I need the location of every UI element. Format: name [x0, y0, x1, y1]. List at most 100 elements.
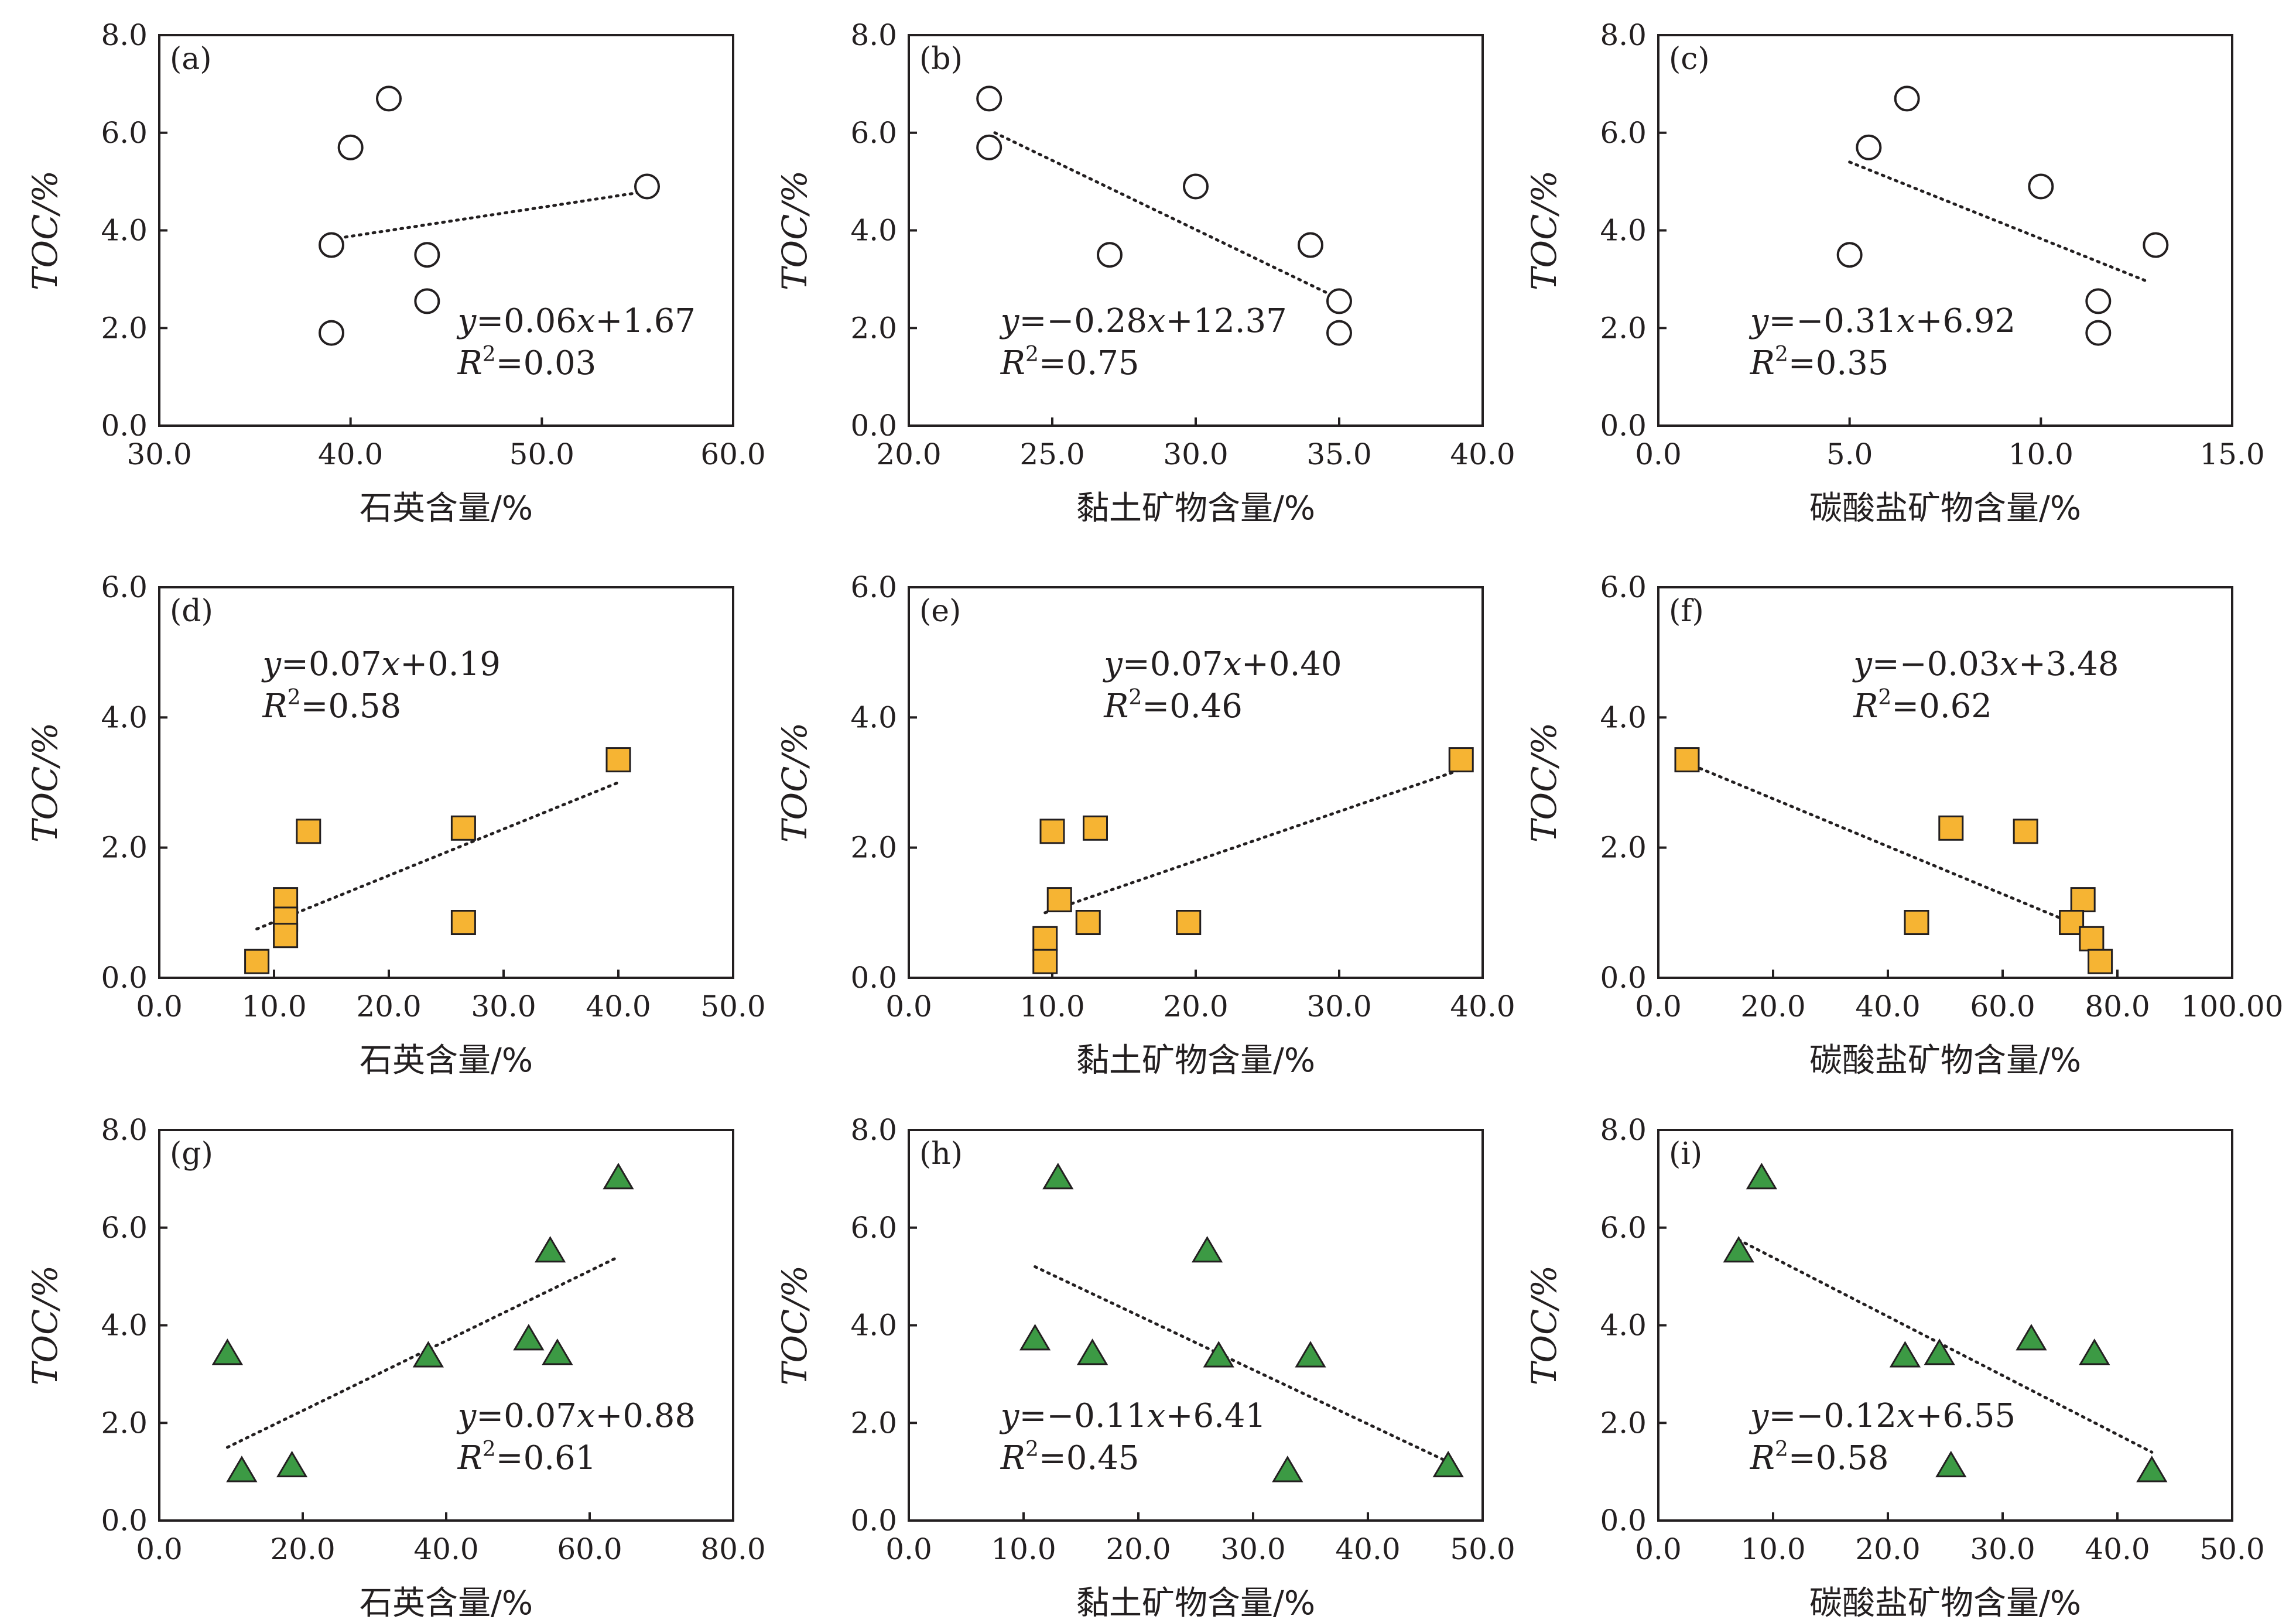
data-point-circle — [1894, 85, 1920, 112]
y-axis-label: TOC/% — [25, 1265, 65, 1385]
data-point-square — [1039, 819, 1065, 844]
r-value: =0.45 — [1039, 1439, 1140, 1477]
equation-part: +0.19 — [400, 645, 501, 683]
x-tick-label: 50.0 — [1450, 1532, 1515, 1566]
chart-panel: 0.0 2.0 4.0 6.0 0.0 10.0 20.0 30.0 40.0 黏土矿物含量/% T… — [775, 570, 1515, 1080]
x-tick-label: 30.0 — [1306, 989, 1371, 1023]
r-value: =0.03 — [496, 344, 597, 382]
chart-panel: 0.0 2.0 4.0 6.0 0.0 20.0 40.0 60.0 80.0 100.00 碳酸盐… — [1524, 570, 2283, 1080]
chart-panel: 0.0 2.0 4.0 6.0 8.0 0.0 10.0 20.0 30.0 40.0 50.0 碳酸… — [1524, 1113, 2265, 1622]
trend-line — [330, 190, 649, 241]
x-tick-label: 30.0 — [471, 989, 536, 1023]
data-point-square — [296, 819, 321, 844]
r-value: =0.61 — [496, 1439, 597, 1477]
data-point-circle — [376, 85, 402, 112]
x-tick-label: 40.0 — [1450, 989, 1515, 1023]
equation-part: +0.40 — [1241, 645, 1342, 683]
x-tick-label: 0.0 — [1635, 1532, 1682, 1566]
equation-part: +6.92 — [1915, 302, 2016, 340]
chart-panel: 0.0 2.0 4.0 6.0 8.0 20.0 25.0 30.0 35.0 40.0 黏土矿物含… — [775, 18, 1515, 528]
regression-equation: y=0.07x+0.40 — [1102, 645, 1342, 683]
x-tick-label: 10.0 — [991, 1532, 1056, 1566]
x-tick-label: 10.0 — [1019, 989, 1084, 1023]
equation-part: =0.07 — [281, 645, 382, 683]
data-point-triangle — [535, 1235, 566, 1263]
r-superscript: 2 — [1775, 1437, 1788, 1461]
r-superscript: 2 — [1775, 343, 1788, 367]
chart-panel: 0.0 2.0 4.0 6.0 0.0 10.0 20.0 30.0 40.0 50.0 石英含量/… — [25, 570, 766, 1080]
r-superscript: 2 — [483, 343, 496, 367]
equation-part: y — [261, 645, 282, 683]
trend-line — [255, 781, 620, 931]
data-point-square — [1448, 747, 1474, 773]
data-point-circle — [634, 173, 660, 200]
r-superscript: 2 — [1128, 686, 1142, 710]
y-tick-label: 2.0 — [101, 831, 148, 865]
y-tick-label: 0.0 — [1600, 1504, 1647, 1538]
equation-part: y — [1748, 1397, 1770, 1435]
x-tick-label: 40.0 — [1450, 437, 1515, 471]
data-point-triangle — [603, 1162, 634, 1190]
x-tick-label: 35.0 — [1306, 437, 1371, 471]
y-tick-label: 6.0 — [850, 1211, 897, 1245]
equation-part: =0.07 — [1123, 645, 1223, 683]
r-squared: R2=0.61 — [457, 1437, 597, 1477]
x-tick-label: 0.0 — [1635, 437, 1682, 471]
panel-label: (i) — [1669, 1136, 1702, 1172]
chart-panel: 0.0 2.0 4.0 6.0 8.0 30.0 40.0 50.0 60.0 石英含量/% TOC… — [25, 18, 766, 528]
equation-part: y — [999, 1397, 1020, 1435]
y-tick-label: 6.0 — [101, 570, 148, 604]
y-tick-label: 4.0 — [1600, 214, 1647, 248]
data-point-triangle — [211, 1338, 243, 1365]
y-axis-label: TOC/% — [775, 1265, 815, 1385]
panel-label: (f) — [1669, 594, 1704, 629]
r-squared: R2=0.45 — [1000, 1437, 1140, 1477]
r-symbol: R — [457, 344, 483, 382]
equation-part: =−0.03 — [1872, 645, 2000, 683]
equation-part: =−0.28 — [1019, 302, 1147, 340]
data-point-triangle — [1272, 1456, 1303, 1482]
y-axis-label: TOC/% — [25, 170, 65, 290]
equation-part: x — [1223, 645, 1241, 683]
data-point-triangle — [1295, 1341, 1326, 1368]
x-axis-label: 碳酸盐矿物含量/% — [1809, 1584, 2081, 1622]
data-point-circle — [2085, 288, 2112, 314]
regression-equation: y=0.07x+0.88 — [456, 1397, 696, 1435]
y-tick-label: 8.0 — [1600, 18, 1647, 52]
x-tick-label: 30.0 — [1163, 437, 1228, 471]
r-value: =0.46 — [1142, 687, 1243, 725]
x-tick-label: 50.0 — [700, 989, 765, 1023]
panel-label: (b) — [919, 42, 963, 77]
data-point-triangle — [1889, 1341, 1921, 1368]
r-superscript: 2 — [288, 686, 301, 710]
r-symbol: R — [1750, 1439, 1775, 1477]
x-tick-label: 40.0 — [1335, 1532, 1400, 1566]
data-point-square — [1032, 926, 1058, 951]
y-tick-label: 6.0 — [1600, 1211, 1647, 1245]
data-point-triangle — [1076, 1338, 1108, 1365]
y-tick-label: 2.0 — [850, 311, 897, 345]
x-tick-label: 20.0 — [1163, 989, 1228, 1023]
y-tick-label: 6.0 — [101, 1211, 148, 1245]
regression-equation: y=−0.11x+6.41 — [999, 1397, 1266, 1435]
r-squared: R2=0.46 — [1103, 686, 1243, 725]
panel-label: (h) — [919, 1136, 963, 1172]
panel-label: (e) — [919, 594, 961, 629]
data-point-triangle — [276, 1450, 308, 1478]
y-tick-label: 8.0 — [850, 18, 897, 52]
x-axis-label: 黏土矿物含量/% — [1076, 489, 1315, 528]
x-tick-label: 40.0 — [586, 989, 651, 1023]
data-point-square — [1032, 949, 1058, 974]
y-axis-label: TOC/% — [1524, 1265, 1564, 1385]
y-tick-label: 2.0 — [1600, 1406, 1647, 1440]
data-point-square — [1083, 815, 1108, 841]
y-tick-label: 0.0 — [850, 1504, 897, 1538]
data-point-triangle — [2079, 1338, 2110, 1365]
regression-equation: y=−0.03x+3.48 — [1852, 645, 2119, 683]
data-point-square — [1904, 910, 1929, 936]
y-tick-label: 6.0 — [850, 116, 897, 150]
y-tick-label: 4.0 — [850, 1309, 897, 1343]
r-value: =0.58 — [1788, 1439, 1889, 1477]
regression-equation: y=0.07x+0.19 — [261, 645, 500, 683]
